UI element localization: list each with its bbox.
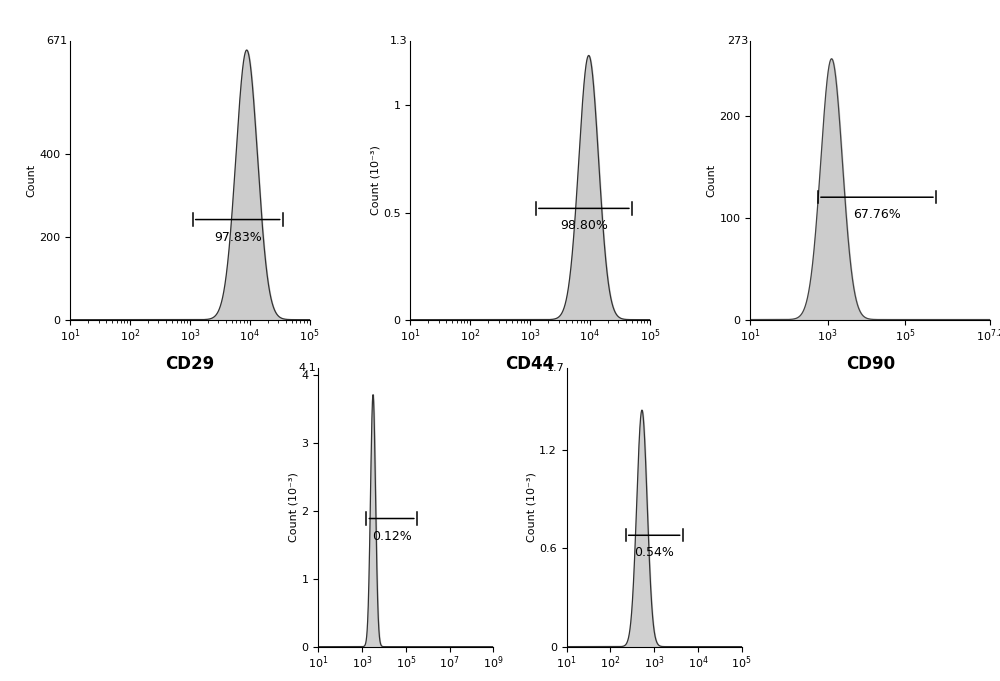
Text: 0.54%: 0.54% — [634, 546, 674, 559]
Text: 0.12%: 0.12% — [372, 530, 411, 543]
Text: 1.3: 1.3 — [390, 36, 408, 46]
Y-axis label: Count (10⁻³): Count (10⁻³) — [370, 146, 380, 215]
Y-axis label: Count: Count — [707, 164, 717, 197]
Text: 1.7: 1.7 — [547, 363, 565, 373]
Text: 67.76%: 67.76% — [853, 208, 901, 221]
Text: 98.80%: 98.80% — [560, 219, 608, 232]
Text: 97.83%: 97.83% — [214, 231, 262, 244]
Y-axis label: Count (10⁻³): Count (10⁻³) — [289, 473, 299, 542]
Y-axis label: Count: Count — [26, 164, 36, 197]
Text: 4.1: 4.1 — [299, 363, 317, 373]
X-axis label: CD90: CD90 — [846, 355, 895, 373]
X-axis label: CD44: CD44 — [505, 355, 555, 373]
Text: 671: 671 — [46, 36, 68, 46]
Text: 273: 273 — [727, 36, 748, 46]
Y-axis label: Count (10⁻³): Count (10⁻³) — [526, 473, 536, 542]
X-axis label: CD29: CD29 — [165, 355, 214, 373]
